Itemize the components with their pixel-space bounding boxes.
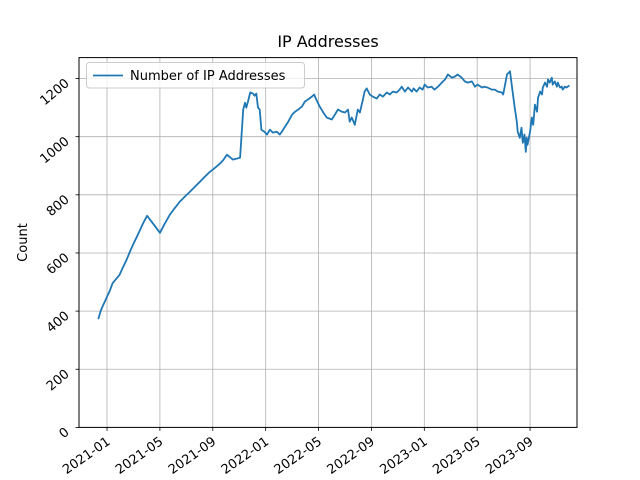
tick-marks: [75, 78, 531, 431]
legend: Number of IP Addresses: [86, 62, 305, 89]
series-line: [97, 70, 570, 320]
series-group: [97, 70, 570, 320]
axes-spines: [78, 57, 578, 428]
gridlines: [79, 57, 577, 428]
chart-title: IP Addresses: [277, 32, 378, 51]
legend-entry-label: Number of IP Addresses: [130, 69, 286, 84]
y-axis-label: Count: [16, 223, 31, 262]
legend-box: [86, 62, 305, 89]
